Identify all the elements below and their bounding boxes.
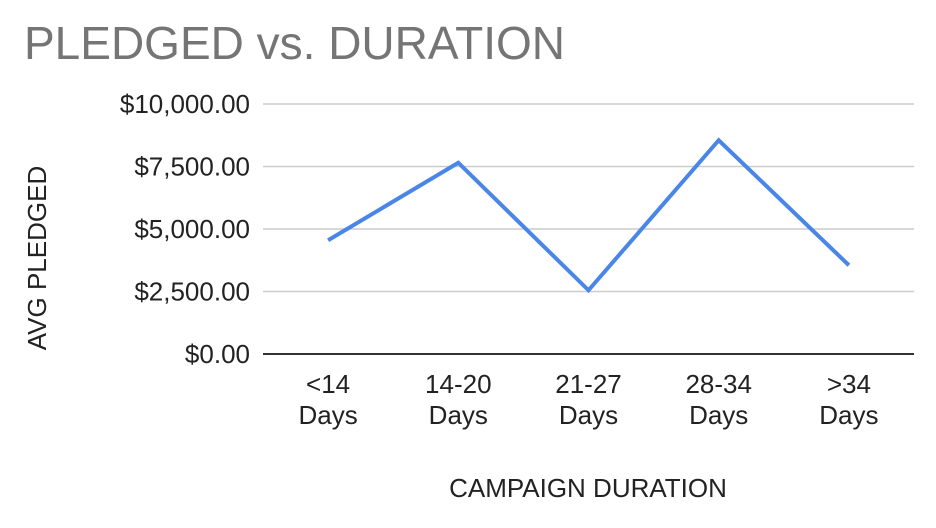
x-tick-label: 21-27 Days (555, 369, 622, 430)
chart-title: PLEDGED vs. DURATION (24, 17, 565, 69)
y-axis-ticks: $0.00 $2,500.00 $5,000.00 $7,500.00 $10,000.… (120, 89, 250, 369)
y-tick-label: $0.00 (185, 339, 250, 369)
y-tick-label: $5,000.00 (134, 214, 250, 244)
y-tick-label: $2,500.00 (134, 277, 250, 307)
x-tick-label: 14-20 Days (425, 369, 492, 430)
x-tick-label: 28-34 Days (685, 369, 752, 430)
y-tick-label: $7,500.00 (134, 152, 250, 182)
series-line (327, 137, 851, 294)
y-tick-label: $10,000.00 (120, 89, 250, 119)
gridlines (263, 103, 914, 355)
x-tick-label: >34 Days (819, 369, 878, 430)
x-axis-label: CAMPAIGN DURATION (449, 473, 727, 503)
series-layer (327, 137, 851, 294)
x-tick-label: <14 Days (298, 369, 357, 430)
y-axis-label: AVG PLEDGED (22, 166, 52, 350)
x-axis-ticks: <14 Days 14-20 Days 21-27 Days 28-34 Days >34 Day… (298, 369, 878, 430)
